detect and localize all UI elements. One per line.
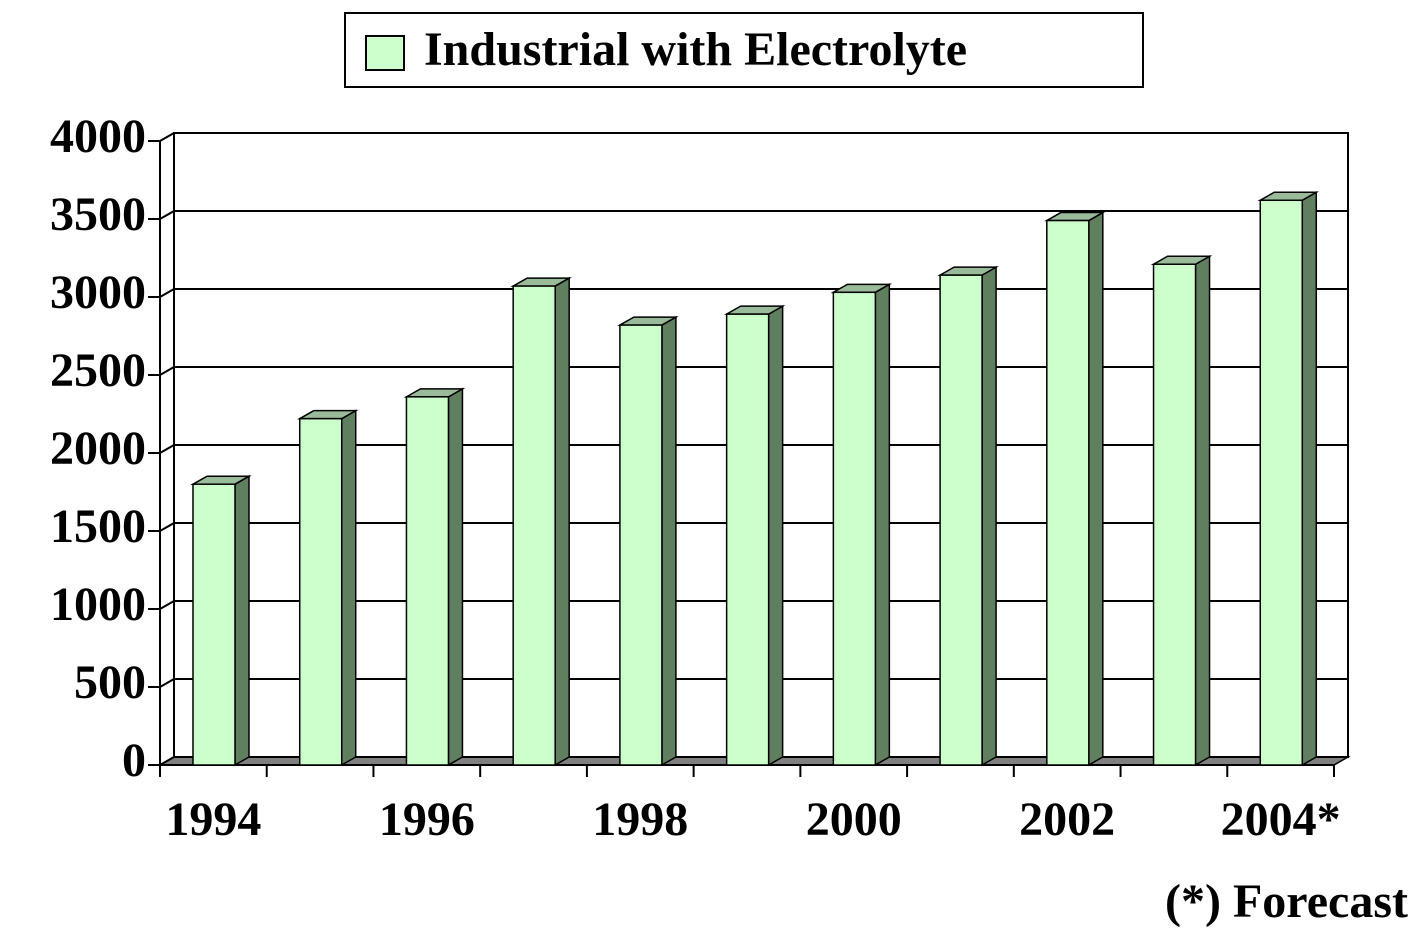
- bar: [725, 313, 770, 766]
- bar-side: [340, 409, 357, 767]
- annotation: (*) Forecast: [1165, 875, 1408, 928]
- y-tick-label: 2500: [50, 344, 146, 397]
- bar-side: [1088, 211, 1104, 767]
- bar-side: [447, 387, 464, 767]
- bar: [192, 483, 236, 766]
- x-tick-label: 1996: [379, 793, 475, 846]
- grid-line-side: [159, 600, 175, 610]
- bar-side: [1194, 254, 1211, 767]
- bar: [512, 285, 556, 766]
- bar: [1152, 263, 1197, 766]
- bar: [1046, 219, 1090, 766]
- grid-line-side: [159, 288, 175, 298]
- x-tick-label: 1998: [592, 793, 688, 846]
- y-tick-label: 4000: [50, 110, 146, 163]
- bar-side: [874, 283, 891, 767]
- bar: [832, 291, 877, 766]
- grid-line-side: [159, 522, 175, 532]
- bar-side: [661, 315, 677, 767]
- y-tick-label: 0: [122, 734, 146, 787]
- legend-box: [344, 12, 1144, 88]
- grid-line-side: [159, 132, 175, 142]
- bar-side: [767, 304, 784, 767]
- bar-side: [554, 276, 570, 767]
- grid-line-side: [159, 444, 175, 454]
- y-tick-label: 3000: [50, 266, 146, 319]
- y-tick-label: 2000: [50, 422, 146, 475]
- legend-label: Industrial with Electrolyte: [424, 23, 967, 76]
- bar-side: [981, 265, 997, 767]
- bar-side: [234, 474, 250, 767]
- bar: [939, 274, 983, 766]
- bar: [298, 417, 343, 766]
- x-tick-label: 1994: [165, 793, 261, 846]
- x-tick-label: 2000: [806, 793, 902, 846]
- grid-line-side: [159, 756, 175, 766]
- y-tick-label: 500: [74, 656, 146, 709]
- y-tick-label: 1500: [50, 500, 146, 553]
- grid-line-side: [159, 678, 175, 688]
- x-tick-label: 2004*: [1221, 793, 1341, 846]
- grid-line-side: [159, 366, 175, 376]
- y-tick-label: 1000: [50, 578, 146, 631]
- bar: [1259, 199, 1304, 766]
- bar: [405, 396, 450, 766]
- bar: [619, 324, 663, 766]
- y-tick-label: 3500: [50, 188, 146, 241]
- legend-swatch: [365, 35, 405, 71]
- grid-line-side: [159, 210, 175, 220]
- bar-side: [1301, 190, 1318, 767]
- x-tick-label: 2002: [1019, 793, 1115, 846]
